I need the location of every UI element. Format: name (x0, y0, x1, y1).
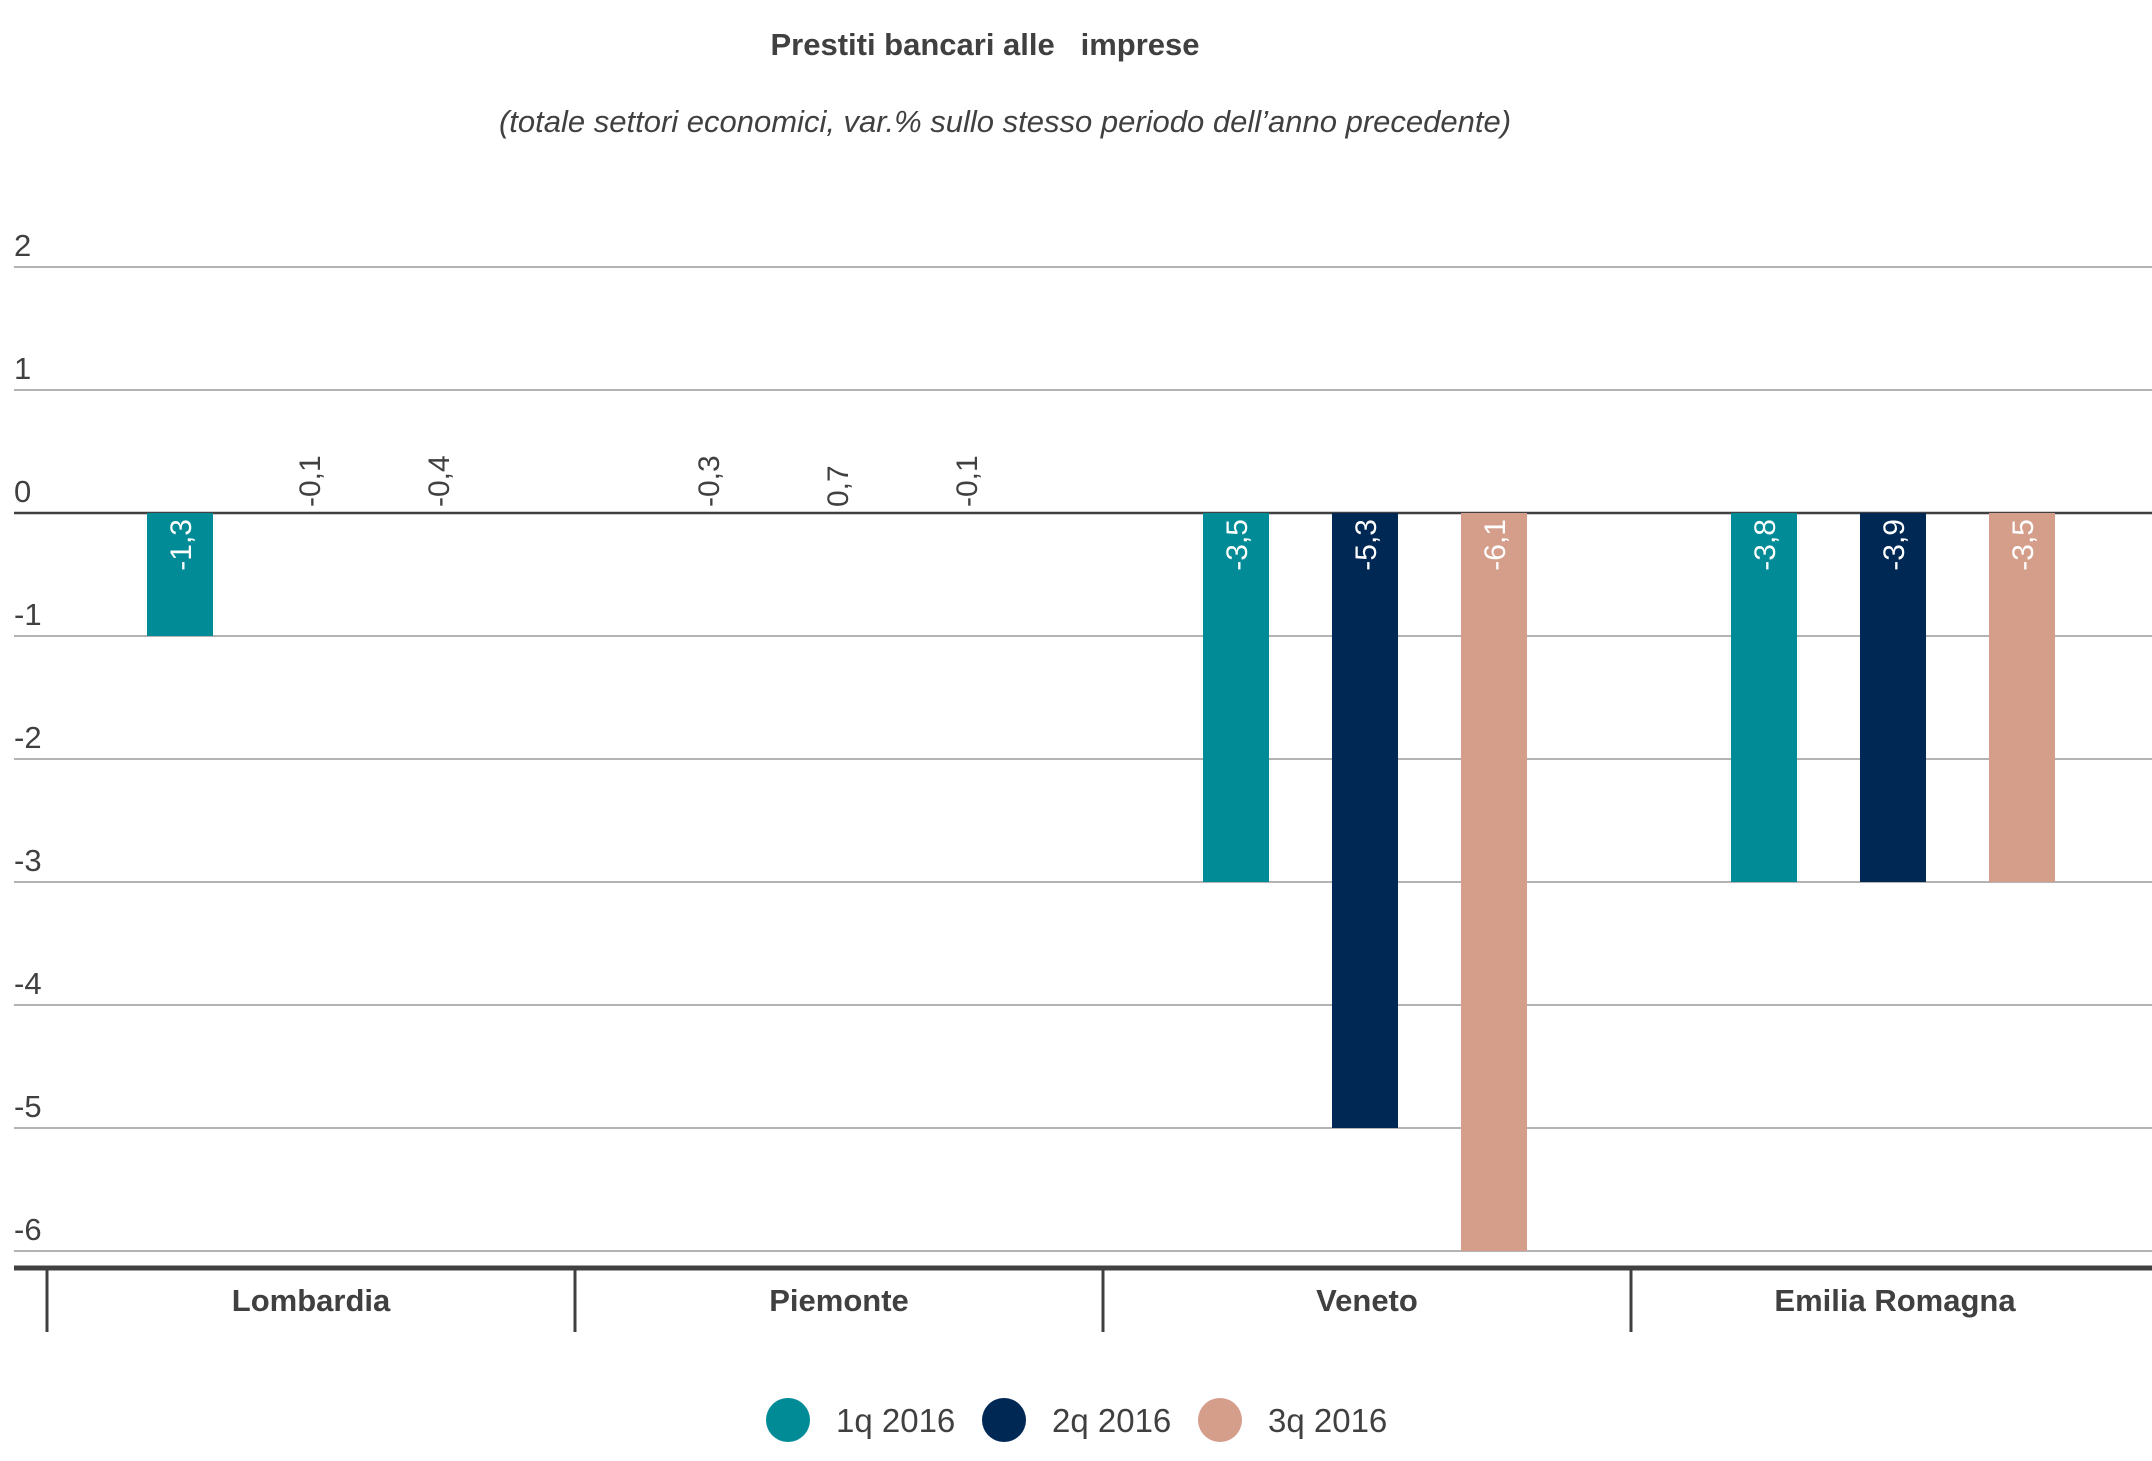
bar-value-label: -3,9 (1878, 519, 1911, 571)
legend-label: 2q 2016 (1052, 1402, 1171, 1439)
bar-value-label: -3,8 (1749, 519, 1782, 571)
bar-veneto-1 (1203, 513, 1269, 882)
legend-marker (982, 1398, 1026, 1442)
y-tick-label: -6 (14, 1212, 42, 1247)
bar-value-label: -0,1 (951, 455, 984, 507)
bar-emilia-romagna-2 (1860, 513, 1926, 882)
legend-label: 1q 2016 (836, 1402, 955, 1439)
bar-value-label: -3,5 (2007, 519, 2040, 571)
y-tick-label: -4 (14, 966, 42, 1001)
bar-value-label: 0,7 (822, 465, 855, 507)
bar-value-label: -5,3 (1350, 519, 1383, 571)
bar-veneto-2 (1332, 513, 1398, 1128)
y-tick-label: 0 (14, 474, 31, 509)
bar-labels: -1,3 -0,1 -0,4 -0,3 0,7 -0,1 -3,5 -5,3 -6,1 -3,8 -… (165, 455, 2040, 570)
y-tick-label: -1 (14, 597, 42, 632)
bars (147, 513, 2055, 1251)
bar-value-label: -0,4 (423, 455, 456, 507)
bar-value-label: -0,1 (294, 455, 327, 507)
bar-emilia-romagna-3 (1989, 513, 2055, 882)
y-tick-label: -2 (14, 720, 42, 755)
y-tick-label: 1 (14, 351, 31, 386)
legend-label: 3q 2016 (1268, 1402, 1387, 1439)
gridlines (14, 266, 2152, 1252)
bar-value-label: -3,5 (1221, 519, 1254, 571)
category-label: Emilia Romagna (1774, 1283, 2016, 1318)
y-tick-label: -5 (14, 1089, 42, 1124)
legend-marker (766, 1398, 810, 1442)
bar-value-label: -1,3 (165, 519, 198, 571)
legend-marker (1198, 1398, 1242, 1442)
bar-emilia-romagna-1 (1731, 513, 1797, 882)
category-label: Piemonte (769, 1283, 909, 1318)
y-axis-ticks: 2 1 0 -1 -2 -3 -4 -5 -6 (14, 228, 42, 1247)
bar-lombardia-1 (147, 513, 213, 636)
y-tick-label: 2 (14, 228, 31, 263)
category-label: Veneto (1316, 1283, 1418, 1318)
category-label: Lombardia (232, 1283, 391, 1318)
chart-title: Prestiti bancari alle imprese (770, 27, 1199, 62)
bar-value-label: -0,3 (693, 455, 726, 507)
legend: 1q 2016 2q 2016 3q 2016 (766, 1398, 1387, 1442)
x-axis: Lombardia Piemonte Veneto Emilia Romagna (14, 1265, 2152, 1332)
chart-subtitle: (totale settori economici, var.% sullo s… (499, 104, 1511, 139)
y-tick-label: -3 (14, 843, 42, 878)
bar-value-label: -6,1 (1479, 519, 1512, 571)
bar-veneto-3 (1461, 513, 1527, 1251)
